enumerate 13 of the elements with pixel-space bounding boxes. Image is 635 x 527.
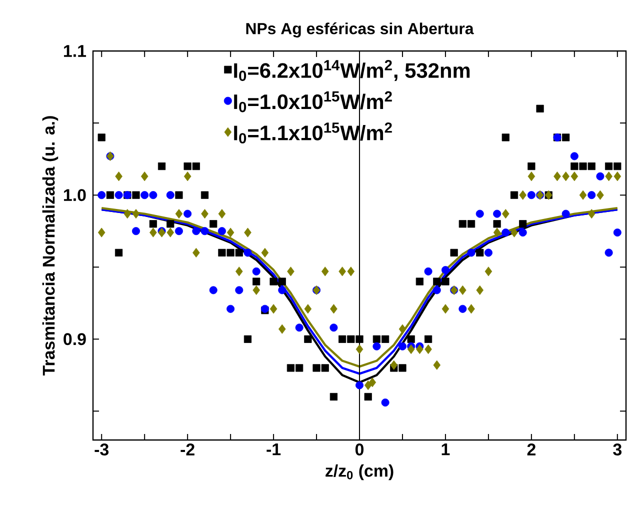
- x-tick-label: 1: [442, 444, 450, 456]
- x-tick-label: 3: [613, 444, 622, 456]
- x-tick-label: -1: [266, 444, 281, 456]
- x-tick-label: -2: [180, 444, 194, 456]
- x-tick-label: 2: [527, 444, 536, 456]
- x-tick-label: -3: [94, 444, 109, 456]
- y-axis-title: Trasmitancia Normalizada (u. a.): [42, 116, 58, 376]
- x-tick-label: 0: [355, 444, 364, 456]
- y-tick-label: 1.0: [64, 189, 86, 202]
- y-tick-label: 0.9: [64, 333, 86, 346]
- y-tick-label: 1.1: [64, 45, 86, 57]
- chart-title: NPs Ag esféricas sin Abertura: [246, 22, 474, 38]
- x-axis-title: z/z$_{0}$ (cm): [326, 464, 394, 480]
